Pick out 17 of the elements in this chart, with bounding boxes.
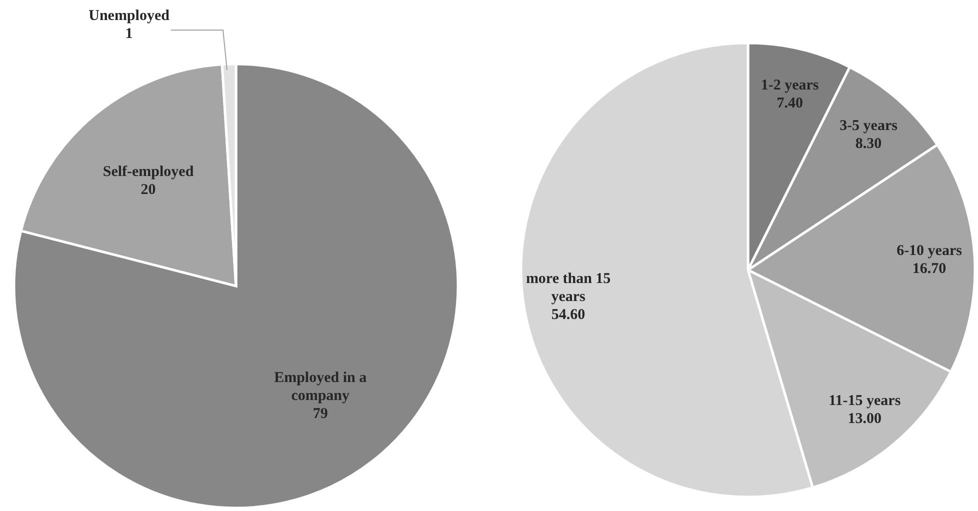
data-label: 8.30	[855, 136, 882, 152]
slice-label: Unemployed	[88, 8, 170, 24]
data-label: 16.70	[912, 261, 946, 278]
data-label: 7.40	[776, 95, 803, 112]
slice-label: 11-15 years	[828, 393, 901, 410]
slice-label: more than 15 years	[526, 271, 611, 306]
slice-label: Employed in a company	[274, 370, 368, 404]
data-label: 20	[140, 182, 156, 198]
pie-slice	[12, 62, 460, 510]
slice-label: 6-10 years	[896, 243, 962, 260]
data-label: 13.00	[848, 411, 882, 428]
data-label: 54.60	[551, 307, 586, 324]
slice-label: 3-5 years	[840, 118, 898, 134]
slice-label: 1-2 years	[760, 77, 819, 94]
data-label: 1	[125, 26, 133, 42]
slice-label: Self-employed	[102, 164, 194, 180]
data-label: 79	[312, 406, 328, 422]
